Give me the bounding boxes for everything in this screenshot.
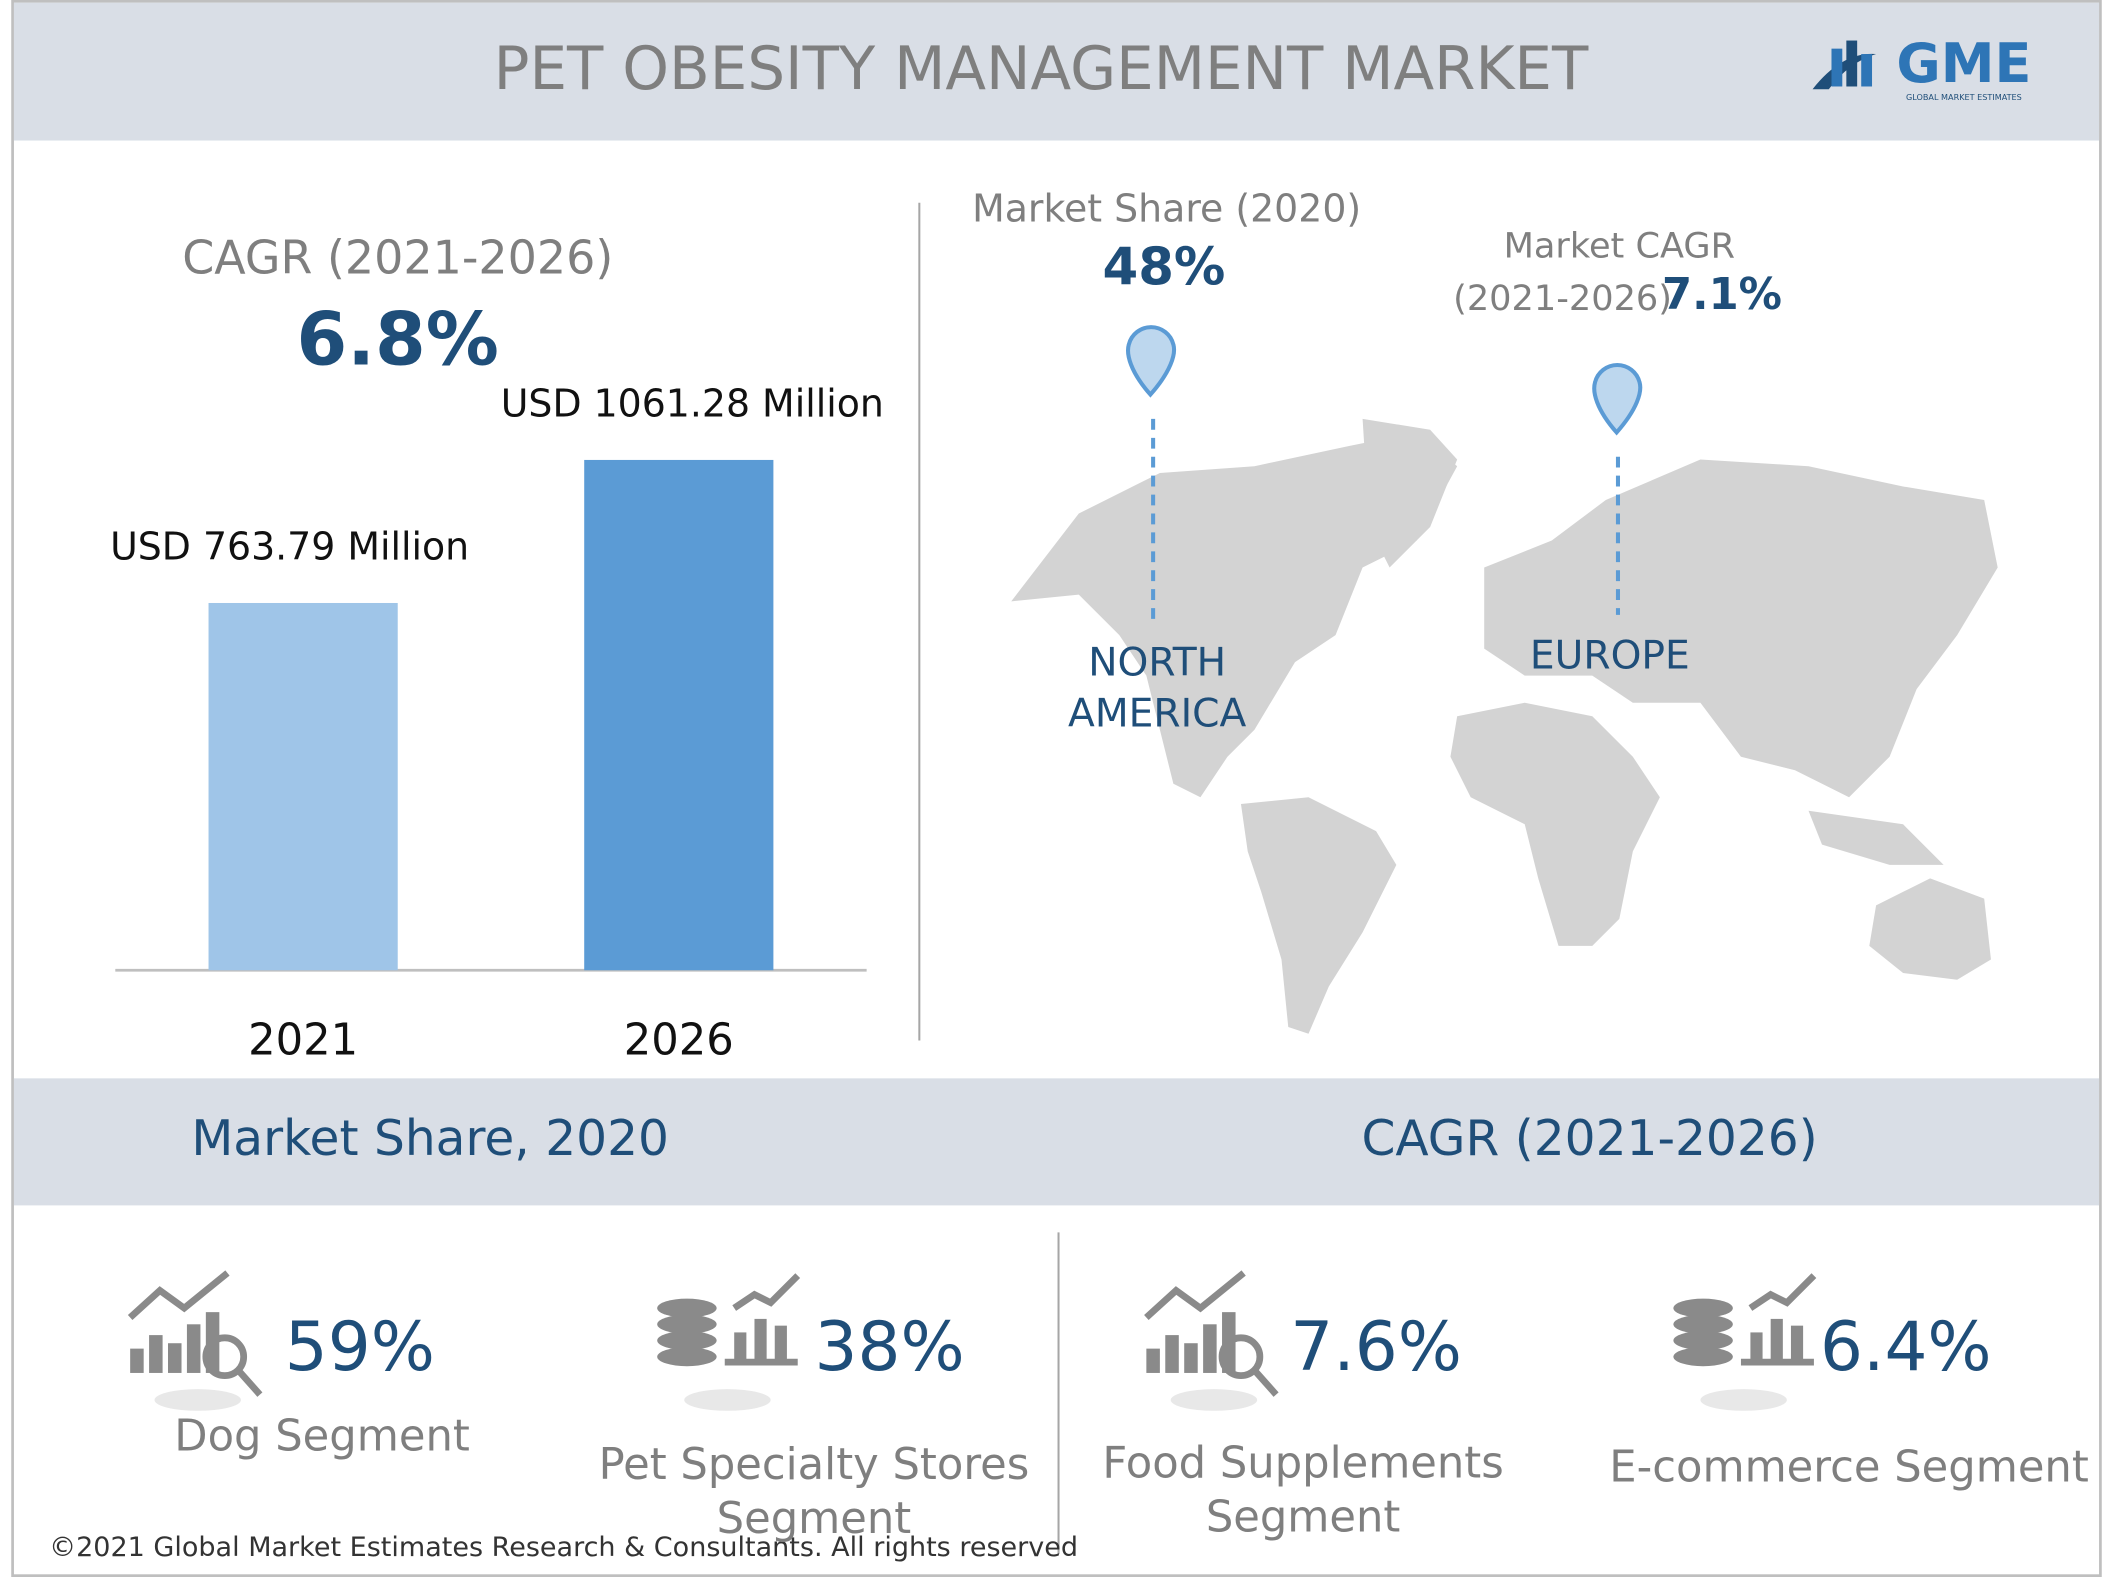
icon-shadow [154, 1389, 241, 1411]
icon-arrow [1144, 1270, 1246, 1321]
icon-bar [1790, 1325, 1804, 1360]
stat-label: Pet Specialty Stores [599, 1440, 1030, 1490]
icon-coin [1673, 1298, 1733, 1318]
title: PET OBESITY MANAGEMENT MARKET [494, 35, 1589, 104]
icon-coin [1673, 1331, 1733, 1350]
icons [127, 1270, 1817, 1411]
map-label: Market Share (2020) [972, 186, 1361, 230]
stat-value: 59% [285, 1307, 435, 1386]
icon-coin [657, 1347, 717, 1367]
chart-subtitle: 6.8% [297, 298, 499, 383]
logo-subtext: GLOBAL MARKET ESTIMATES [1906, 92, 2022, 102]
icon-bar [774, 1325, 787, 1360]
icon-shadow [684, 1389, 771, 1411]
value-label: USD 1061.28 Million [501, 381, 884, 425]
world-map [1011, 418, 1998, 1034]
icon-coin [657, 1331, 717, 1350]
icon-arrow [732, 1273, 801, 1311]
header-band [13, 2, 2100, 141]
map-value: 7.1% [1662, 270, 1782, 320]
icon-bar [1750, 1332, 1763, 1360]
icon-bar [130, 1348, 144, 1373]
stat-label: Segment [717, 1494, 912, 1544]
region-label: NORTH [1088, 640, 1226, 685]
logo: GME GLOBAL MARKET ESTIMATES [1812, 32, 2031, 102]
icon-lens [202, 1334, 248, 1380]
section-title: Market Share, 2020 [191, 1111, 669, 1167]
stat-label: Food Supplements [1102, 1439, 1503, 1489]
icon-shadow [1700, 1389, 1787, 1411]
map-label: Market CAGR [1504, 225, 1735, 266]
icon-bar [186, 1324, 201, 1373]
footer: ©2021 Global Market Estimates Research &… [49, 1532, 1078, 1563]
icon-bar [1146, 1348, 1160, 1373]
stat-value: 7.6% [1290, 1307, 1462, 1386]
icon-handle [1251, 1368, 1279, 1397]
icon-lens [1218, 1334, 1264, 1380]
map-value: 48% [1102, 237, 1225, 297]
bar [584, 459, 774, 971]
x-tick-label: 2026 [624, 1016, 734, 1066]
x-tick-label: 2021 [248, 1016, 358, 1066]
stat-label: Dog Segment [174, 1412, 469, 1462]
stat-value: 6.4% [1820, 1307, 1992, 1386]
region-label: AMERICA [1068, 692, 1246, 737]
map-label: (2021-2026) [1453, 278, 1672, 319]
stat-value: 38% [815, 1307, 965, 1386]
region-label: EUROPE [1530, 634, 1690, 679]
section-band [13, 1078, 2100, 1206]
icon-coin [1673, 1314, 1733, 1334]
section-title: CAGR (2021-2026) [1361, 1111, 1817, 1167]
icon-bar [754, 1318, 767, 1360]
icon-bar [149, 1335, 163, 1373]
icon-arrow [1748, 1273, 1817, 1311]
stat-label: Segment [1206, 1493, 1401, 1543]
stat-label: E-commerce Segment [1609, 1443, 2088, 1493]
icon-bar [1770, 1318, 1783, 1360]
icon-shadow [1170, 1389, 1258, 1411]
pins [1126, 325, 1643, 622]
value-label: USD 763.79 Million [110, 524, 469, 568]
icon-arrow [127, 1270, 230, 1321]
icon-coin [1673, 1347, 1733, 1367]
icon-handle [235, 1368, 263, 1397]
icon-bar [734, 1332, 747, 1360]
icon-bar [1203, 1324, 1217, 1373]
logo-text: GME [1896, 32, 2031, 95]
icon-coin [657, 1314, 717, 1334]
bar [208, 602, 398, 971]
icon-coin [657, 1298, 717, 1318]
icon-bar [1165, 1335, 1179, 1373]
icon-bar [168, 1343, 182, 1373]
icon-bar [1184, 1343, 1198, 1373]
chart-title: CAGR (2021-2026) [182, 230, 613, 284]
